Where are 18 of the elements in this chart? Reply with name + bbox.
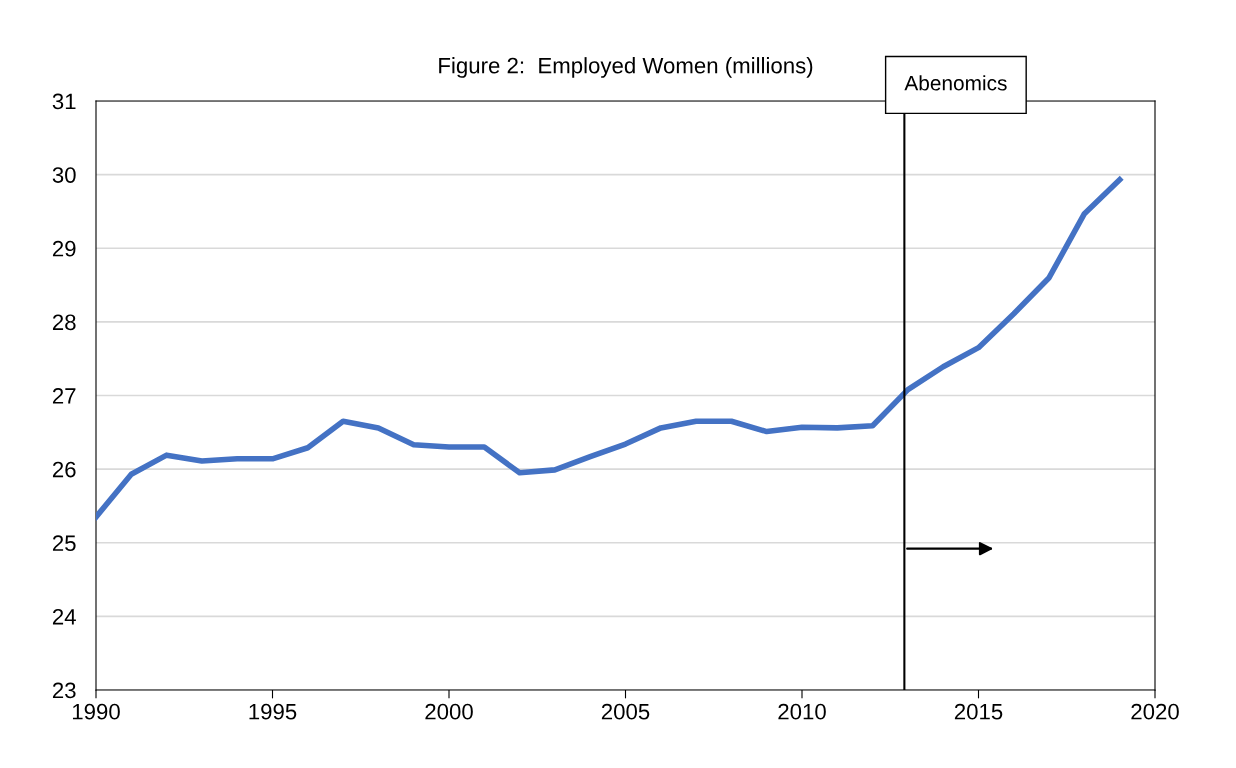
x-tick-label: 2020 [1131, 703, 1179, 720]
x-tick-label: 2015 [954, 703, 1003, 720]
y-tick-label: 28 [52, 314, 76, 331]
y-tick-label: 24 [52, 608, 76, 625]
chart-title: Figure 2: Employed Women (millions) [439, 57, 813, 78]
x-tick-label: 2010 [778, 703, 826, 720]
y-tick-label: 23 [52, 682, 76, 699]
y-tick-label: 27 [52, 388, 76, 404]
x-tick-label: 2000 [425, 703, 473, 720]
ref-line-label: Abenomics [904, 75, 1007, 91]
y-tick-label: 29 [52, 240, 76, 257]
y-tick-label: 25 [52, 535, 76, 552]
x-tick-label: 2005 [601, 703, 650, 720]
y-tick-label: 31 [52, 93, 76, 110]
x-tick-label: 1995 [249, 703, 297, 720]
x-tick-label: 1990 [72, 703, 120, 720]
y-tick-label: 26 [52, 461, 76, 478]
y-tick-label: 30 [52, 167, 76, 183]
